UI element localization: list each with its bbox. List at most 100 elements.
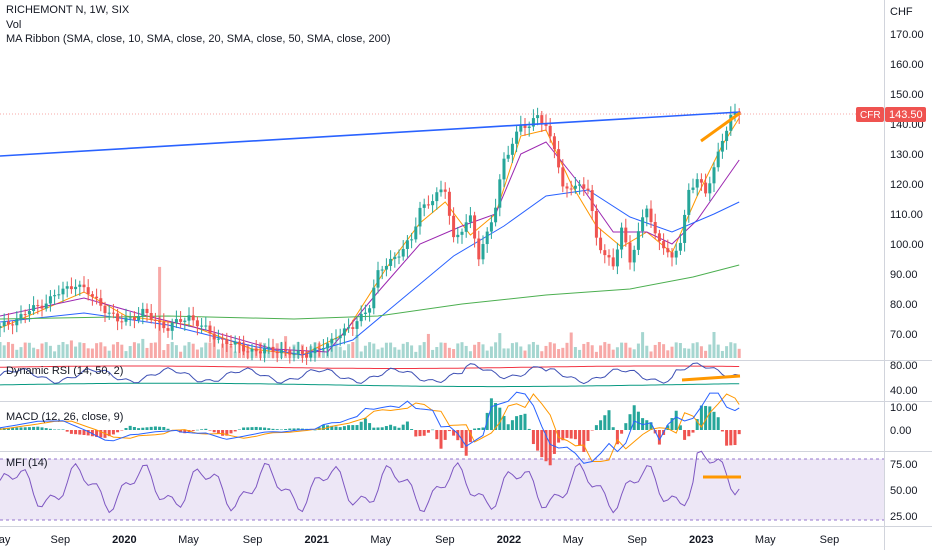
volume-bar [103, 346, 107, 358]
rsi-panel [0, 362, 740, 388]
volume-bar [523, 350, 527, 358]
price-axis[interactable]: 170.00160.00150.00140.00130.00120.00110.… [890, 29, 924, 341]
macd-histogram-bar [544, 430, 548, 462]
macd-histogram-bar [57, 429, 61, 430]
rsi-legend[interactable]: Dynamic RSI (14, 50, 2) [6, 365, 124, 377]
volume-bar [116, 342, 120, 358]
volume-bar [443, 342, 447, 358]
volume-bar [611, 349, 615, 358]
rsi-lower-band [0, 382, 740, 388]
macd-histogram-bar [284, 429, 288, 430]
volume-bar [540, 351, 544, 358]
candle-body [666, 248, 670, 253]
candle-body [212, 333, 216, 340]
macd-histogram-bar [733, 430, 737, 446]
macd-histogram-bar [267, 428, 271, 430]
orange-support-marker[interactable] [700, 111, 741, 143]
volume-legend[interactable]: Vol [6, 19, 22, 31]
ma-ribbon-legend[interactable]: MA Ribbon (SMA, close, 10, SMA, close, 2… [6, 33, 391, 45]
time-tick-label: Sep [435, 534, 455, 546]
macd-histogram-bar [27, 427, 31, 430]
candle-body [607, 255, 611, 258]
candle-body [674, 250, 678, 258]
candle-body [158, 320, 162, 323]
candle-body [233, 341, 237, 345]
candle-body [405, 240, 409, 249]
candle-body [99, 298, 103, 306]
macd-histogram-bar [90, 430, 94, 437]
macd-histogram-bar [107, 430, 111, 437]
macd-histogram-bar [145, 427, 149, 430]
symbol-legend[interactable]: RICHEMONT N, 1W, SIX [6, 4, 130, 16]
candle-body [657, 233, 661, 242]
volume-bar [536, 344, 540, 358]
macd-histogram-bar [124, 427, 128, 430]
macd-histogram-bar [431, 429, 435, 431]
price-tick-label: 80.00 [890, 299, 918, 311]
macd-histogram-bar [153, 426, 157, 430]
candle-body [611, 257, 615, 267]
macd-histogram-bar [590, 430, 594, 431]
candle-body [678, 242, 682, 251]
volume-bar [393, 347, 397, 358]
volume-bar [481, 344, 485, 358]
macd-histogram-bar [548, 430, 552, 466]
volume-bar [422, 342, 426, 358]
candle-body [632, 249, 636, 263]
volume-bar [61, 342, 65, 358]
time-axis[interactable]: May Sep 2020 May Sep 2021 May Sep 2022 May Sep 2023… [0, 534, 839, 546]
rsi-orange-marker[interactable] [681, 374, 741, 382]
candle-body [603, 250, 607, 256]
volume-bar [519, 346, 523, 358]
macd-histogram-bar [460, 430, 464, 448]
macd-histogram-bar [359, 421, 363, 430]
volume-bar [636, 343, 640, 358]
candle-body [699, 179, 703, 183]
candle-body [687, 189, 691, 215]
candle-body [636, 231, 640, 250]
time-tick-label: Sep [627, 534, 647, 546]
candle-body [435, 192, 439, 202]
mfi-legend[interactable]: MFI (14) [6, 457, 48, 469]
candle-body [733, 111, 737, 115]
macd-histogram-bar [74, 430, 78, 435]
candle-body [641, 217, 645, 232]
volume-bar [397, 349, 401, 358]
candle-body [284, 350, 288, 352]
candle-body [279, 350, 283, 354]
candle-body [477, 238, 481, 260]
volume-bar [162, 350, 166, 358]
candle-body [225, 339, 229, 345]
volume-bar [712, 332, 716, 358]
price-tick-label: 130.00 [890, 149, 924, 161]
volume-bar [233, 351, 237, 358]
macd-histogram-bar [489, 398, 493, 430]
volume-bar [69, 340, 73, 358]
volume-bar [590, 345, 594, 358]
macd-histogram-bar [725, 430, 729, 446]
volume-bar [573, 347, 577, 358]
trendline[interactable] [0, 111, 741, 157]
macd-histogram-bar [615, 430, 619, 445]
candle-body [27, 311, 31, 315]
macd-histogram-bar [208, 430, 212, 431]
macd-histogram-bar [254, 426, 258, 430]
macd-histogram-bar [536, 430, 540, 451]
candle-body [74, 286, 78, 290]
macd-histogram-bar [183, 430, 187, 434]
macd-histogram-bar [200, 429, 204, 430]
candle-body [531, 118, 535, 127]
candle-body [65, 286, 69, 289]
price-tag-symbol: CFR [860, 110, 881, 121]
candle-body [321, 348, 325, 350]
macd-histogram-bar [330, 425, 334, 430]
macd-histogram-bar [368, 423, 372, 430]
macd-histogram-bar [632, 405, 636, 430]
macd-tick-0: 0.00 [890, 425, 911, 437]
macd-histogram-bar [141, 427, 145, 430]
candle-body [393, 256, 397, 259]
volume-bar [338, 346, 342, 358]
macd-legend[interactable]: MACD (12, 26, close, 9) [6, 411, 124, 423]
candle-body [15, 318, 19, 326]
